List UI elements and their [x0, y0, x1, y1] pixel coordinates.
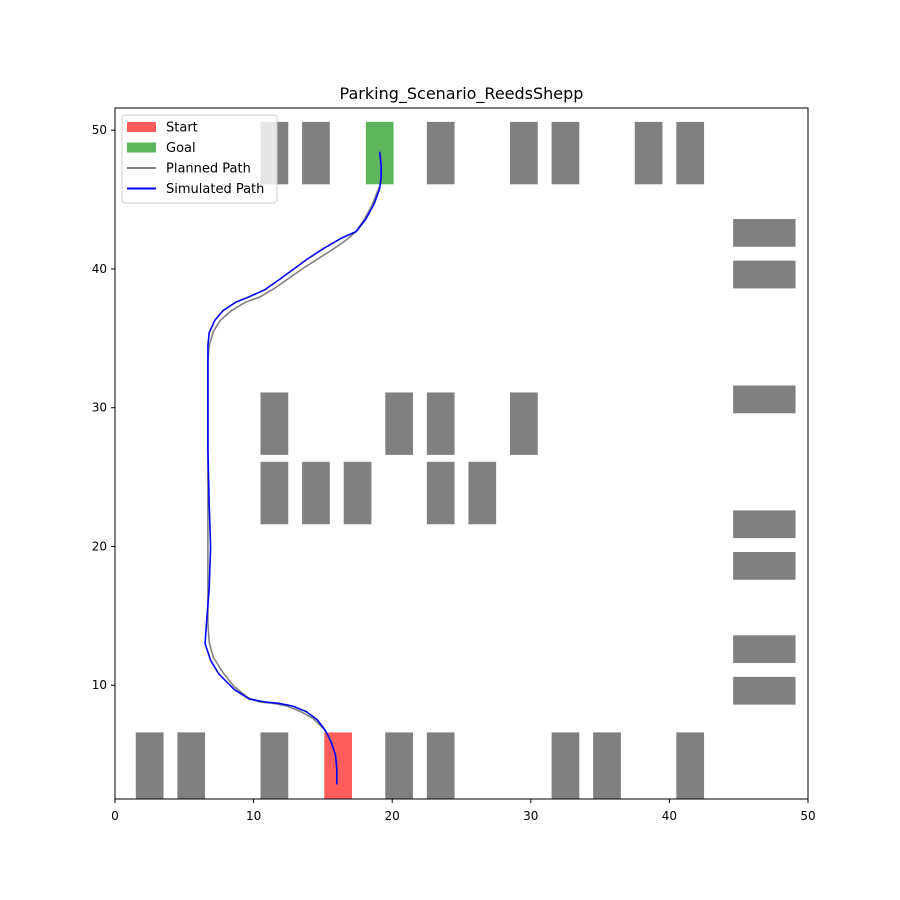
paths — [204, 151, 382, 785]
obstacle-rect — [426, 732, 455, 799]
y-tick-label: 40 — [92, 262, 107, 276]
obstacle-rect — [385, 732, 413, 799]
y-axis: 10 20 30 40 50 — [92, 123, 115, 692]
y-tick-label: 20 — [92, 539, 107, 553]
x-tick-label: 30 — [523, 809, 538, 823]
obstacle-rect — [385, 392, 413, 455]
obstacle-rect — [733, 635, 796, 664]
legend: Start Goal Planned Path Simulated Path — [121, 114, 278, 204]
start-rect — [324, 732, 353, 799]
simulated-path-line — [204, 151, 382, 785]
obstacle-rect — [733, 676, 796, 705]
legend-label: Start — [166, 121, 198, 136]
obstacle-rect — [302, 461, 330, 525]
obstacle-rect — [733, 552, 796, 580]
axes-frame — [114, 107, 809, 800]
x-tick-label: 50 — [800, 809, 815, 823]
obstacle-rect — [260, 461, 289, 525]
obstacle-rect — [468, 461, 497, 525]
obstacle-rect — [260, 732, 289, 799]
y-tick-label: 10 — [92, 678, 107, 692]
legend-frame — [121, 114, 278, 204]
obstacle-rect — [177, 732, 206, 799]
x-tick-label: 40 — [662, 809, 677, 823]
obstacle-rect — [510, 121, 538, 185]
x-tick-label: 0 — [111, 809, 119, 823]
x-tick-label: 20 — [385, 809, 400, 823]
obstacle-rect — [634, 121, 663, 185]
obstacle-rect — [135, 732, 164, 799]
legend-label: Goal — [166, 141, 196, 156]
obstacle-rect — [676, 121, 705, 185]
legend-swatch — [127, 122, 156, 132]
obstacle-rect — [733, 510, 796, 539]
obstacle-rect — [426, 392, 455, 455]
obstacle-rect — [260, 392, 289, 455]
obstacle-rect — [551, 121, 580, 185]
obstacle-rect — [676, 732, 705, 799]
obstacle-rect — [551, 732, 580, 799]
chart-title: Parking_Scenario_ReedsShepp — [340, 84, 584, 104]
y-tick-label: 30 — [92, 401, 107, 415]
x-tick-label: 10 — [246, 809, 261, 823]
legend-label: Simulated Path — [166, 182, 264, 197]
obstacle-rect — [426, 461, 455, 525]
plot-area — [135, 121, 796, 799]
legend-label: Planned Path — [166, 162, 251, 177]
obstacle-rect — [593, 732, 621, 799]
obstacle-rect — [302, 121, 330, 185]
x-axis: 0 10 20 30 40 50 — [111, 799, 816, 823]
legend-swatch — [127, 142, 156, 153]
obstacle-rect — [733, 219, 796, 247]
y-tick-label: 50 — [92, 123, 107, 137]
obstacle-rect — [510, 392, 538, 455]
obstacle-rect — [343, 461, 372, 525]
obstacle-rect — [733, 385, 796, 414]
legend-items: Start Goal Planned Path Simulated Path — [127, 121, 264, 197]
obstacle-rect — [733, 260, 796, 289]
obstacle-rect — [426, 121, 455, 185]
